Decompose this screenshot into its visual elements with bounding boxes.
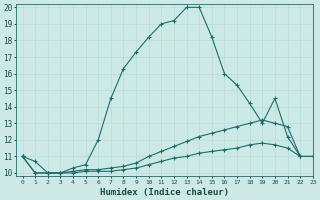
X-axis label: Humidex (Indice chaleur): Humidex (Indice chaleur): [100, 188, 229, 197]
